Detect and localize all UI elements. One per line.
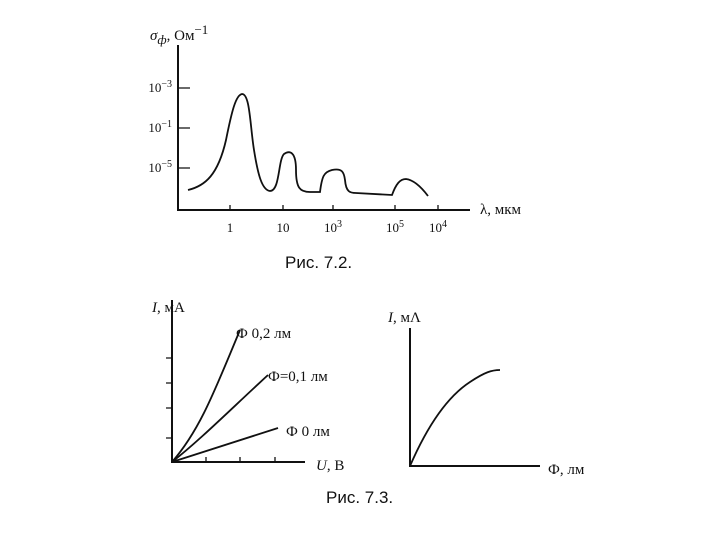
label-part: ф (157, 32, 166, 47)
caption: Рис. 7.2. (285, 253, 352, 272)
label-part: −1 (161, 119, 172, 130)
axes (409, 328, 540, 467)
label-part: σ (150, 28, 158, 44)
label-part: I (151, 300, 158, 316)
curve (409, 369, 501, 467)
curve (171, 374, 269, 463)
label-part: 3 (337, 219, 342, 230)
tick-label: 10−3 (148, 79, 172, 95)
label-part: 10 (386, 220, 399, 235)
y-axis-label: I, мА (151, 300, 185, 316)
y-axis-label: σф, Ом−1 (150, 22, 208, 47)
tick-label: 10 (277, 220, 290, 235)
label-part: , Ом (167, 28, 195, 44)
label-part: −1 (194, 22, 208, 37)
tick-label: 105 (386, 219, 404, 235)
tick-label: 10−1 (148, 119, 172, 135)
label-part: 4 (442, 219, 447, 230)
fig-7-2: σф, Ом−1 10−310−110−51 10 103 105 104 λ, мкм… (148, 22, 521, 272)
tick-label: 10−5 (148, 159, 172, 175)
fig-7-3-left: I, мА U, В Ф 0,2 лм Ф=0,1 лм Ф 0 лм (151, 300, 344, 474)
curve-label: Ф 0 лм (286, 424, 330, 440)
curve-label: Ф 0,2 лм (236, 326, 292, 342)
curve (171, 427, 279, 463)
tick-label: 103 (324, 219, 342, 235)
tick-label: 1 (227, 220, 234, 235)
label-part: 10 (148, 120, 161, 135)
label-part: 1 (227, 220, 234, 235)
tick-label: 104 (429, 219, 447, 235)
label-part: , В (327, 458, 345, 474)
label-part: −3 (161, 79, 172, 90)
y-axis-label: I, мΛ (387, 310, 421, 326)
curve (187, 93, 429, 197)
label-part: 10 (148, 80, 161, 95)
label-part: 10 (277, 220, 290, 235)
curve (171, 329, 241, 463)
x-axis-label: Ф, лм (548, 462, 585, 478)
label-part: 10 (148, 160, 161, 175)
x-axis-label: λ, мкм (480, 202, 522, 218)
axes (177, 45, 470, 211)
fig-7-3-right: I, мΛ Ф, лм (387, 310, 585, 478)
label-part: 10 (324, 220, 337, 235)
label-part: 10 (429, 220, 442, 235)
label-part: , мА (157, 300, 185, 316)
label-part: , мΛ (393, 310, 421, 326)
caption: Рис. 7.3. (326, 488, 393, 507)
ticks (178, 87, 439, 210)
label-part: U (316, 458, 328, 474)
label-part: I (387, 310, 394, 326)
ticks (166, 357, 276, 462)
curve-label: Ф=0,1 лм (268, 369, 328, 385)
x-axis-label: U, В (316, 458, 344, 474)
label-part: −5 (161, 159, 172, 170)
label-part: 5 (399, 219, 404, 230)
